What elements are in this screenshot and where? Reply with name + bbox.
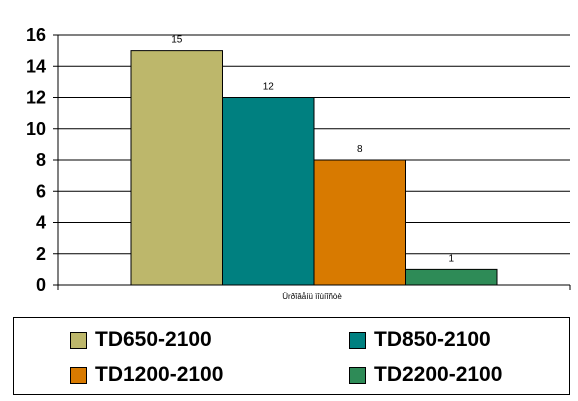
legend-swatch-td850 [349,331,366,349]
data-label: 15 [171,35,183,46]
legend-swatch-td650 [70,331,87,349]
bar-td850-2100 [222,97,315,286]
bar-td650-2100 [130,50,223,286]
bar-chart: 0 2 4 6 8 10 12 14 16 15 12 8 1 Ürðîâåíü ìîùíîñòè [26,25,571,301]
bar-td1200-2100 [313,159,406,286]
legend-item-td1200: TD1200-2100 [70,363,223,387]
y-tick-label: 14 [26,56,46,76]
data-labels: 15 12 8 1 [171,35,454,265]
data-label: 8 [357,144,363,155]
y-tick-label: 12 [26,88,46,108]
data-label: 1 [448,253,454,264]
legend-item-td2200: TD2200-2100 [349,363,502,387]
category-label: Ürðîâåíü ìîùíîñòè [282,292,342,301]
y-tick-label: 10 [26,119,46,139]
bars [130,50,498,286]
y-tick-label: 2 [36,244,46,264]
bar-td2200-2100 [405,268,498,286]
legend: TD650-2100 TD850-2100 TD1200-2100 TD2200… [13,317,570,395]
y-tick-label: 6 [36,181,46,201]
y-tick-label: 0 [36,275,46,295]
y-tick-label: 4 [36,213,46,233]
legend-swatch-td2200 [349,366,366,384]
data-label: 12 [263,82,275,93]
legend-label-td650: TD650-2100 [95,328,212,351]
y-tick-label: 16 [26,25,46,45]
legend-label-td2200: TD2200-2100 [374,363,503,386]
legend-item-td850: TD850-2100 [349,328,491,352]
legend-label-td1200: TD1200-2100 [95,363,224,386]
legend-item-td650: TD650-2100 [70,328,212,352]
legend-label-td850: TD850-2100 [374,328,491,351]
legend-swatch-td1200 [70,366,87,384]
y-tick-label: 8 [36,150,46,170]
